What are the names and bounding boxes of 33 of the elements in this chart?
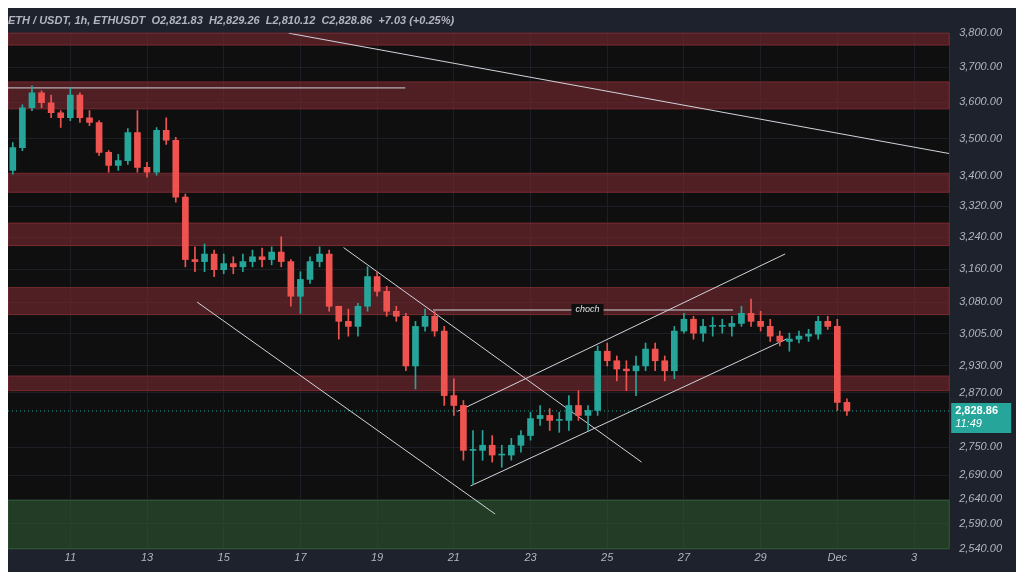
x-tick-label: 11	[64, 551, 77, 564]
y-tick-label: 3,600.00	[959, 95, 1003, 108]
y-tick-label: 3,500.00	[959, 131, 1003, 144]
y-tick-label: 3,240.00	[959, 230, 1003, 243]
y-tick-label: 2,750.00	[958, 440, 1003, 453]
x-tick-label: 3	[910, 551, 918, 564]
y-tick-label: 2,690.00	[958, 468, 1003, 481]
y-tick-label: 2,870.00	[958, 385, 1003, 398]
y-tick-label: 3,800.00	[959, 26, 1003, 39]
y-tick-label: 3,320.00	[959, 199, 1003, 212]
chart-title: ETH / USDT, 1h, ETHUSDT O2,821.83 H2,829.26 L2,810.12 C2,828.86 +7.03 (+0.25%)	[8, 13, 455, 26]
x-tick-label: 17	[294, 551, 308, 564]
x-tick-label: 23	[523, 551, 538, 564]
x-tick-label: 29	[753, 551, 767, 564]
y-tick-label: 3,160.00	[959, 262, 1003, 275]
x-tick-label: 19	[371, 551, 384, 564]
y-tick-label: 2,930.00	[958, 359, 1003, 372]
y-tick-label: 2,640.00	[958, 492, 1003, 505]
x-tick-label: Dec	[827, 551, 848, 564]
y-tick-label: 3,005.00	[959, 326, 1003, 339]
x-tick-label: 13	[140, 551, 155, 564]
ref-line-label: 2,828.86	[955, 403, 999, 416]
y-tick-label: 2,540.00	[958, 541, 1003, 554]
annotation: choch	[575, 304, 600, 315]
text: 11:49	[955, 417, 982, 429]
y-tick-label: 3,400.00	[959, 168, 1003, 181]
x-tick-label: 27	[676, 551, 691, 564]
y-tick-label: 2,590.00	[958, 516, 1003, 529]
x-tick-label: 21	[446, 551, 460, 564]
y-tick-label: 3,080.00	[959, 295, 1003, 308]
y-tick-label: 3,700.00	[959, 60, 1003, 73]
x-tick-label: 25	[600, 551, 615, 564]
x-tick-label: 15	[217, 551, 231, 564]
